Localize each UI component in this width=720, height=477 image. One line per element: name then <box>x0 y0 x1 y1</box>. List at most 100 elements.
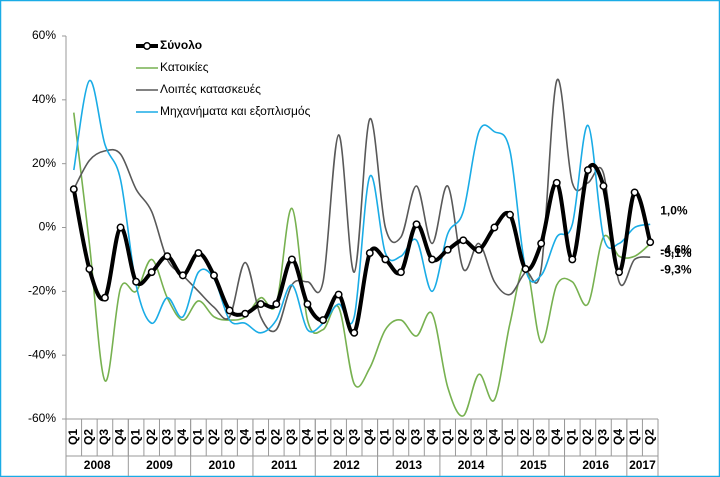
x-tick-label: Q1 <box>440 429 454 445</box>
point-marker <box>474 245 483 254</box>
y-tick-label: -40% <box>28 347 56 361</box>
point-marker <box>147 268 156 277</box>
x-tick-label: Q4 <box>424 429 438 445</box>
legend-marker <box>143 42 151 50</box>
point-marker <box>116 223 125 232</box>
series-line <box>73 79 651 334</box>
point-marker <box>537 239 546 248</box>
x-tick-label: Q2 <box>518 429 532 445</box>
legend-label: Σύνολο <box>160 38 202 52</box>
x-tick-label: Q4 <box>175 429 189 445</box>
point-marker <box>396 268 405 277</box>
x-tick-label: Q3 <box>284 429 298 445</box>
x-tick-label: Q1 <box>191 429 205 445</box>
x-tick-label: Q1 <box>253 429 267 445</box>
end-label: -4,6% <box>660 242 692 256</box>
point-marker <box>599 182 608 190</box>
legend-label: Κατοικίες <box>160 60 209 74</box>
year-label: 2012 <box>333 458 360 472</box>
y-tick-label: 60% <box>32 28 56 42</box>
legend-label: Μηχανήματα και εξοπλισμός <box>160 104 311 118</box>
year-label: 2010 <box>208 458 235 472</box>
year-label: 2016 <box>582 458 609 472</box>
point-marker <box>506 210 514 219</box>
point-marker <box>428 255 437 264</box>
x-tick-label: Q4 <box>300 429 314 445</box>
series-line <box>72 112 651 417</box>
point-marker <box>303 300 312 309</box>
point-marker <box>241 309 250 318</box>
year-label: 2009 <box>146 458 173 472</box>
year-label: 2017 <box>629 458 656 472</box>
point-marker <box>178 271 187 280</box>
point-marker <box>69 185 78 194</box>
x-tick-label: Q2 <box>580 429 594 445</box>
x-tick-label: Q1 <box>128 429 142 445</box>
year-label: 2013 <box>395 458 422 472</box>
legend-label: Λοιπές κατασκευές <box>160 82 261 96</box>
point-marker <box>412 220 421 229</box>
x-tick-label: Q1 <box>315 429 329 445</box>
point-marker <box>459 236 468 245</box>
y-tick-label: 0% <box>39 220 57 234</box>
x-tick-label: Q3 <box>471 429 485 445</box>
point-marker <box>552 178 561 187</box>
x-tick-label: Q1 <box>66 429 80 445</box>
point-marker <box>272 300 281 309</box>
x-tick-label: Q3 <box>97 429 111 445</box>
x-tick-label: Q1 <box>627 429 641 445</box>
x-tick-label: Q4 <box>237 429 251 445</box>
y-tick-label: 40% <box>32 92 56 106</box>
point-marker <box>381 255 390 264</box>
y-tick-label: 20% <box>32 156 56 170</box>
point-marker <box>256 300 265 309</box>
point-marker <box>583 166 592 175</box>
y-tick-label: -60% <box>28 411 56 425</box>
x-tick-label: Q3 <box>159 429 173 445</box>
point-marker <box>319 316 328 325</box>
x-tick-label: Q1 <box>564 429 578 445</box>
year-label: 2014 <box>458 458 485 472</box>
x-tick-label: Q4 <box>487 429 501 445</box>
x-tick-label: Q3 <box>346 429 360 445</box>
x-tick-label: Q4 <box>362 429 376 445</box>
point-marker <box>365 249 374 257</box>
point-marker <box>350 328 359 337</box>
x-tick-label: Q3 <box>533 429 547 445</box>
x-tick-label: Q3 <box>596 429 610 445</box>
x-tick-label: Q3 <box>409 429 423 445</box>
x-tick-label: Q4 <box>549 429 563 445</box>
x-tick-label: Q4 <box>113 429 127 445</box>
point-marker <box>615 268 624 277</box>
point-marker <box>568 255 577 264</box>
point-marker <box>100 293 109 302</box>
point-marker <box>630 188 639 197</box>
point-marker <box>490 223 499 232</box>
x-tick-label: Q2 <box>144 429 158 445</box>
point-marker <box>194 249 203 257</box>
x-tick-label: Q1 <box>502 429 516 445</box>
year-label: 2008 <box>84 458 111 472</box>
point-marker <box>287 255 296 264</box>
end-label: 1,0% <box>660 203 688 217</box>
x-tick-label: Q4 <box>611 429 625 445</box>
x-tick-label: Q2 <box>82 429 96 445</box>
point-marker <box>85 265 94 273</box>
x-tick-label: Q2 <box>642 429 656 445</box>
year-label: 2015 <box>520 458 547 472</box>
x-tick-label: Q2 <box>455 429 469 445</box>
point-marker <box>443 245 452 254</box>
point-marker <box>132 277 141 286</box>
x-tick-label: Q1 <box>378 429 392 445</box>
year-label: 2011 <box>271 458 297 472</box>
point-marker <box>521 265 530 273</box>
y-tick-label: -20% <box>28 284 56 298</box>
point-marker <box>646 238 655 247</box>
end-label: -9,3% <box>660 262 692 276</box>
end-label: -5,1% <box>660 246 692 260</box>
point-marker <box>210 271 218 280</box>
x-tick-label: Q2 <box>393 429 407 445</box>
x-tick-label: Q2 <box>206 429 220 445</box>
